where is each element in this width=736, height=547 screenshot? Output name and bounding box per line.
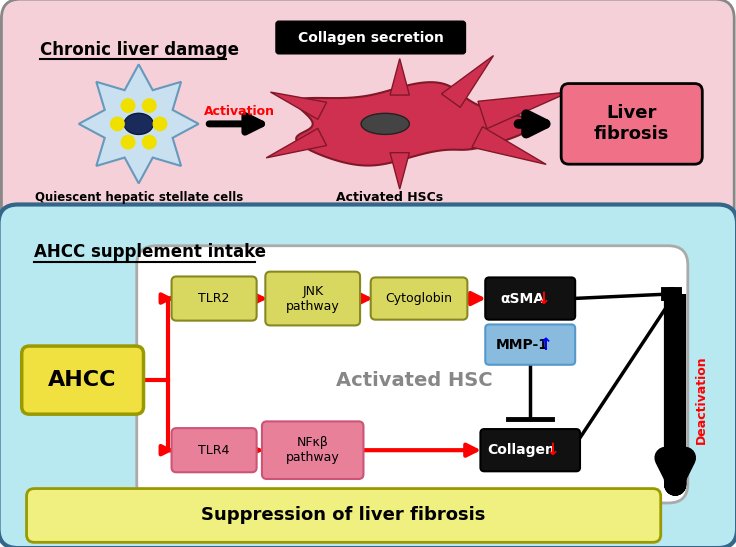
- Text: Activation: Activation: [204, 105, 275, 118]
- Polygon shape: [478, 92, 570, 129]
- Text: Collagen: Collagen: [487, 443, 556, 457]
- FancyBboxPatch shape: [371, 277, 467, 319]
- Polygon shape: [79, 65, 199, 183]
- FancyBboxPatch shape: [561, 84, 702, 164]
- FancyBboxPatch shape: [171, 428, 257, 472]
- Polygon shape: [390, 59, 409, 95]
- Text: Quiescent hepatic stellate cells: Quiescent hepatic stellate cells: [35, 191, 243, 204]
- Text: ↓: ↓: [537, 289, 551, 307]
- FancyBboxPatch shape: [266, 272, 360, 325]
- Text: NFκβ
pathway: NFκβ pathway: [286, 436, 339, 464]
- FancyBboxPatch shape: [485, 324, 575, 365]
- Polygon shape: [472, 127, 546, 165]
- FancyBboxPatch shape: [262, 421, 364, 479]
- FancyBboxPatch shape: [481, 429, 580, 472]
- Text: MMP-1↑: MMP-1↑: [0, 546, 1, 547]
- Text: Suppression of liver fibrosis: Suppression of liver fibrosis: [202, 507, 486, 525]
- Circle shape: [143, 99, 156, 112]
- Text: Activated HSC: Activated HSC: [336, 371, 492, 389]
- Text: ↑: ↑: [539, 336, 553, 353]
- Text: ↓: ↓: [545, 441, 559, 459]
- Text: JNK
pathway: JNK pathway: [286, 284, 339, 312]
- Text: αSMA: αSMA: [500, 292, 545, 306]
- Text: Collagen↓: Collagen↓: [0, 546, 1, 547]
- Text: TLR4: TLR4: [199, 444, 230, 457]
- Text: Cytoglobin: Cytoglobin: [386, 292, 453, 305]
- Text: TLR2: TLR2: [199, 292, 230, 305]
- Polygon shape: [390, 153, 409, 189]
- Text: MMP-1: MMP-1: [496, 337, 549, 352]
- Circle shape: [110, 117, 124, 131]
- Text: Liver
fibrosis: Liver fibrosis: [594, 104, 670, 143]
- Circle shape: [121, 136, 135, 149]
- Polygon shape: [266, 129, 327, 158]
- Text: AHCC: AHCC: [49, 370, 117, 390]
- FancyBboxPatch shape: [171, 276, 257, 321]
- FancyBboxPatch shape: [22, 346, 144, 414]
- Text: AHCC supplement intake: AHCC supplement intake: [35, 243, 266, 261]
- Ellipse shape: [361, 113, 409, 135]
- Polygon shape: [442, 56, 493, 107]
- Text: Activated HSCs: Activated HSCs: [336, 191, 444, 204]
- Text: Collagen secretion: Collagen secretion: [298, 31, 444, 44]
- FancyBboxPatch shape: [137, 246, 688, 503]
- Circle shape: [143, 136, 156, 149]
- FancyBboxPatch shape: [0, 205, 736, 547]
- FancyBboxPatch shape: [485, 277, 575, 319]
- Polygon shape: [296, 82, 535, 166]
- Ellipse shape: [124, 113, 153, 135]
- FancyBboxPatch shape: [276, 21, 465, 54]
- Text: Chronic liver damage: Chronic liver damage: [40, 42, 239, 59]
- Circle shape: [121, 99, 135, 112]
- Polygon shape: [271, 92, 327, 119]
- Text: αSMA↓: αSMA↓: [0, 546, 1, 547]
- Circle shape: [153, 117, 167, 131]
- Text: Deactivation: Deactivation: [695, 355, 708, 444]
- FancyBboxPatch shape: [26, 488, 661, 542]
- FancyBboxPatch shape: [1, 0, 735, 236]
